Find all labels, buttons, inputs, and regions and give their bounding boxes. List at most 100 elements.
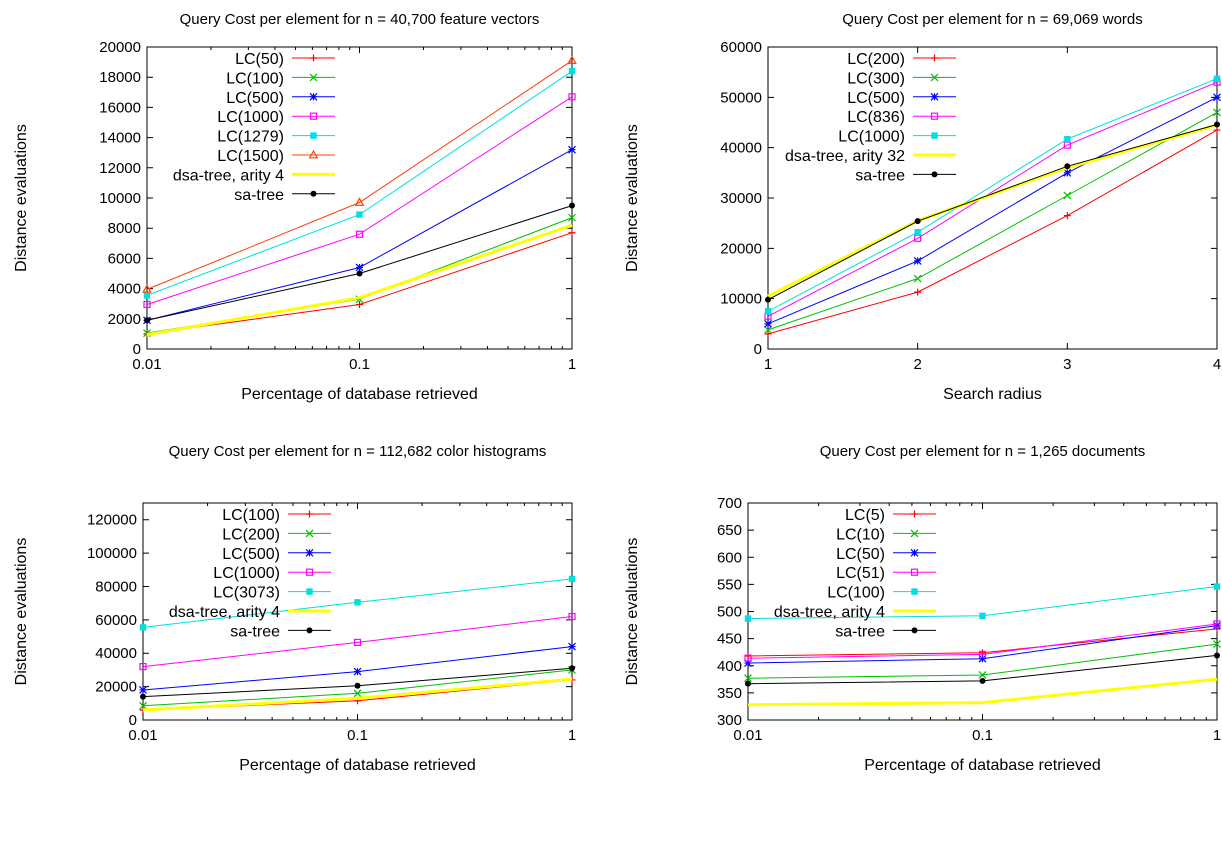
data-point — [568, 642, 576, 651]
series-line — [767, 96, 1218, 325]
legend-label: LC(51) — [836, 565, 885, 582]
data-point — [355, 263, 364, 272]
legend-marker — [310, 132, 317, 139]
data-point — [139, 686, 147, 694]
legend-marker — [911, 588, 918, 595]
data-point — [353, 689, 362, 698]
y-tick-label: 40000 — [720, 140, 762, 157]
data-point — [1213, 108, 1221, 117]
data-point — [745, 680, 751, 687]
legend-label: dsa-tree, arity 4 — [774, 604, 885, 621]
chart-title: Query Cost per element for n = 1,265 doc… — [820, 443, 1146, 460]
legend: LC(200) LC(300) LC(500) LC(836) LC(1000) dsa-… — [785, 51, 956, 184]
y-tick-label: 350 — [717, 685, 742, 702]
y-tick-label: 8000 — [108, 220, 141, 237]
data-point — [744, 659, 752, 667]
data-point — [139, 624, 147, 631]
data-point — [914, 229, 921, 236]
data-point — [569, 665, 575, 672]
data-point — [568, 93, 576, 101]
series-lc-1500 — [142, 55, 577, 293]
y-tick-label: 600 — [717, 549, 742, 566]
legend-marker — [305, 529, 314, 538]
legend-label: LC(1000) — [213, 565, 280, 582]
legend-marker — [306, 510, 313, 518]
series-line — [767, 129, 1218, 335]
x-tick-label: 0.1 — [972, 727, 993, 744]
data-point — [568, 213, 576, 222]
y-tick-label: 10000 — [720, 291, 762, 308]
data-point — [1064, 163, 1071, 170]
series-lc-1279 — [143, 67, 576, 299]
legend-label: LC(500) — [222, 546, 280, 563]
y-tick-label: 0 — [754, 341, 762, 358]
data-point — [764, 325, 772, 334]
legend-label: LC(1279) — [217, 129, 284, 146]
x-axis-label: Percentage of database retrieved — [864, 757, 1101, 774]
y-tick-label: 20000 — [95, 679, 137, 696]
legend-marker — [910, 568, 919, 576]
series-line — [146, 223, 573, 337]
y-tick-label: 30000 — [720, 190, 762, 207]
legend-label: LC(836) — [847, 109, 905, 126]
x-axis-label: Search radius — [943, 386, 1042, 403]
legend-label: sa-tree — [835, 623, 885, 640]
legend-marker — [306, 627, 313, 634]
data-point — [144, 317, 150, 324]
data-point — [1213, 126, 1221, 134]
legend-label: LC(5) — [845, 507, 885, 524]
data-point — [140, 693, 146, 700]
chart-title: Query Cost per element for n = 40,700 fe… — [180, 11, 540, 28]
legend-label: LC(100) — [222, 507, 280, 524]
legend-label: LC(300) — [847, 70, 905, 87]
data-point — [568, 575, 576, 583]
chart-3: Query Cost per element for n = 112,682 c… — [13, 443, 576, 774]
legend-label: dsa-tree, arity 4 — [169, 604, 280, 621]
legend-marker — [309, 112, 318, 120]
x-tick-label: 1 — [568, 727, 576, 744]
y-tick-label: 500 — [717, 604, 742, 621]
data-point — [979, 677, 986, 684]
x-tick-label: 3 — [1063, 356, 1071, 373]
x-tick-label: 0.1 — [347, 727, 368, 744]
data-point — [139, 701, 147, 710]
data-point — [914, 288, 922, 296]
series-line — [767, 78, 1218, 312]
data-point — [1213, 621, 1221, 630]
x-tick-label: 1 — [764, 356, 772, 373]
series-lc-100 — [744, 583, 1221, 622]
data-point — [1213, 620, 1221, 628]
data-point — [356, 300, 363, 308]
legend-marker — [309, 92, 318, 101]
data-point — [979, 649, 986, 657]
legend-marker — [931, 171, 938, 178]
legend-marker — [930, 112, 939, 120]
data-point — [764, 319, 772, 328]
legend: LC(100) LC(200) LC(500) LC(1000) LC(3073) dsa… — [169, 507, 331, 640]
data-point — [356, 270, 363, 277]
x-tick-label: 0.01 — [132, 356, 161, 373]
data-point — [1213, 583, 1221, 590]
data-point — [142, 284, 152, 293]
legend-marker — [306, 588, 313, 595]
y-tick-label: 80000 — [95, 578, 137, 595]
x-axis-label: Percentage of database retrieved — [239, 757, 476, 774]
x-tick-label: 0.01 — [128, 727, 157, 744]
data-point — [764, 308, 772, 315]
data-point — [1063, 212, 1071, 220]
series-lc-300 — [764, 108, 1221, 334]
legend-label: sa-tree — [230, 623, 280, 640]
chart-title: Query Cost per element for n = 112,682 c… — [169, 443, 547, 460]
legend-marker — [930, 73, 939, 82]
series-sa-tree — [745, 652, 1220, 687]
data-point — [143, 300, 151, 309]
series-lc-10 — [744, 640, 1221, 683]
data-point — [744, 652, 752, 660]
series-line — [767, 81, 1218, 317]
data-point — [568, 145, 576, 154]
legend-marker — [309, 73, 318, 82]
y-axis-label: Distance evaluations — [13, 538, 30, 686]
legend-marker — [308, 149, 319, 159]
series-lc-500 — [139, 642, 576, 694]
